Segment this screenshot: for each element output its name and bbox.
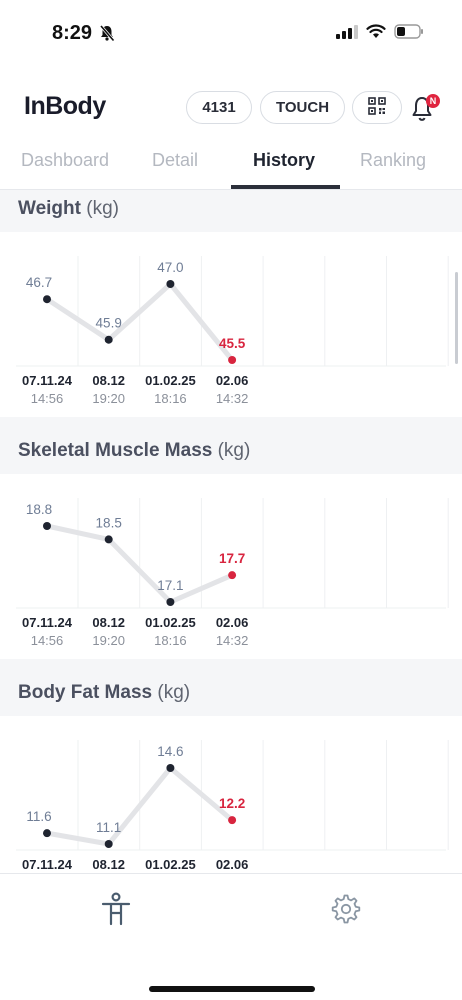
time-tick-label: 18:16 <box>154 391 187 406</box>
status-time: 8:29 <box>52 22 93 44</box>
qr-code-icon <box>368 96 386 119</box>
qr-code-button[interactable] <box>352 91 402 124</box>
date-tick-label: 02.06 <box>216 615 249 630</box>
date-tick-label: 08.12 <box>92 615 125 630</box>
notification-badge: N <box>426 94 440 108</box>
tab-ranking[interactable]: Ranking <box>360 150 427 170</box>
date-tick-label: 07.11.24 <box>22 373 73 388</box>
battery-icon <box>394 24 424 44</box>
time-tick-label: 14:56 <box>31 391 64 406</box>
user-id-button[interactable]: 4131 <box>186 91 252 124</box>
gear-icon <box>330 894 362 930</box>
date-tick-label: 02.06 <box>216 373 249 388</box>
tab-dashboard[interactable]: Dashboard <box>21 150 110 170</box>
weight-section-header: Weight (kg) <box>0 190 462 232</box>
data-point[interactable] <box>228 571 237 580</box>
section-title: Skeletal Muscle Mass (kg) <box>18 440 250 462</box>
status-bar: 8:29 <box>0 0 462 68</box>
data-point[interactable] <box>166 764 175 772</box>
section-title-text: Body Fat Mass <box>18 682 153 703</box>
section-title-text: Skeletal Muscle Mass <box>18 440 213 461</box>
section-unit: (kg) <box>217 440 251 461</box>
app-header: InBody 4131 TOUCH N <box>0 84 462 130</box>
skeletal-muscle-section-header: Skeletal Muscle Mass (kg) <box>0 432 462 474</box>
data-label: 46.7 <box>26 275 52 290</box>
tab-history[interactable]: History <box>253 150 316 170</box>
tab-bar: Dashboard Detail History Ranking <box>0 138 462 190</box>
section-separator <box>0 659 462 675</box>
data-point[interactable] <box>43 829 51 838</box>
nav-body-button[interactable] <box>100 892 132 926</box>
active-tab-indicator <box>231 185 340 189</box>
data-label: 47.0 <box>157 260 183 275</box>
time-tick-label: 14:32 <box>216 391 249 406</box>
bottom-nav <box>0 873 462 1000</box>
date-tick-label: 07.11.24 <box>22 615 73 630</box>
date-tick-label: 08.12 <box>92 373 125 388</box>
series-line <box>44 765 235 847</box>
touch-button[interactable]: TOUCH <box>260 91 345 124</box>
notifications-button[interactable]: N <box>410 92 444 124</box>
data-label: 18.8 <box>26 502 52 517</box>
date-tick-label: 02.06 <box>216 857 249 872</box>
time-tick-label: 14:32 <box>216 633 249 648</box>
weight-chart[interactable]: 46.7 45.9 47.0 45.5 07.11.24 14:56 08.12 19:20 0… <box>0 232 462 417</box>
data-point[interactable] <box>104 840 113 848</box>
date-tick-label: 08.12 <box>92 857 125 872</box>
scrollbar[interactable] <box>455 272 458 364</box>
time-tick-label: 18:16 <box>154 633 187 648</box>
data-point[interactable] <box>104 535 113 544</box>
body-fat-chart-svg: 11.6 11.1 14.6 12.2 07.11.24 08.12 01.02.25 02.… <box>16 740 449 872</box>
series-line <box>44 523 235 605</box>
body-fat-chart[interactable]: 11.6 11.1 14.6 12.2 07.11.24 08.12 01.02.25 02.… <box>0 716 462 873</box>
wifi-icon <box>366 24 386 44</box>
section-unit: (kg) <box>86 198 119 219</box>
data-point[interactable] <box>166 598 175 606</box>
data-label: 11.1 <box>96 820 121 835</box>
data-point[interactable] <box>228 816 237 825</box>
weight-chart-svg: 46.7 45.9 47.0 45.5 07.11.24 14:56 08.12 19:20 0… <box>16 256 449 406</box>
signal-icon <box>336 24 358 44</box>
data-point[interactable] <box>166 280 175 288</box>
date-tick-label: 01.02.25 <box>145 615 196 630</box>
data-label: 45.5 <box>219 336 246 351</box>
data-label: 45.9 <box>96 316 122 331</box>
time-tick-label: 14:56 <box>31 633 64 648</box>
data-label: 12.2 <box>219 796 245 811</box>
data-label: 18.5 <box>96 515 122 530</box>
section-unit: (kg) <box>157 682 191 703</box>
tab-detail[interactable]: Detail <box>152 150 199 170</box>
data-point[interactable] <box>43 295 51 304</box>
time-tick-label: 19:20 <box>92 633 125 648</box>
nav-settings-button[interactable] <box>330 892 362 926</box>
skeletal-muscle-chart-svg: 18.8 18.5 17.1 17.7 07.11.24 14:56 08.12 19:20 0… <box>16 498 449 648</box>
data-label: 17.1 <box>157 578 183 593</box>
home-indicator <box>149 986 315 992</box>
section-title-text: Weight <box>18 198 81 219</box>
body-icon <box>100 892 132 930</box>
skeletal-muscle-chart[interactable]: 18.8 18.5 17.1 17.7 07.11.24 14:56 08.12 19:20 0… <box>0 474 462 659</box>
section-separator <box>0 417 462 433</box>
body-fat-section-header: Body Fat Mass (kg) <box>0 674 462 716</box>
data-point[interactable] <box>228 356 237 364</box>
data-label: 17.7 <box>219 551 245 566</box>
section-title: Body Fat Mass (kg) <box>18 682 190 704</box>
date-tick-label: 01.02.25 <box>145 373 196 388</box>
inbody-logo: InBody <box>24 92 106 120</box>
data-label: 11.6 <box>26 809 51 824</box>
data-label: 14.6 <box>157 744 183 759</box>
time-tick-label: 19:20 <box>92 391 125 406</box>
data-point[interactable] <box>104 335 113 344</box>
date-tick-label: 07.11.24 <box>22 857 73 872</box>
silent-bell-icon <box>98 24 116 47</box>
section-title: Weight (kg) <box>18 198 119 220</box>
data-point[interactable] <box>43 522 51 530</box>
date-tick-label: 01.02.25 <box>145 857 196 872</box>
series-line <box>44 281 235 363</box>
